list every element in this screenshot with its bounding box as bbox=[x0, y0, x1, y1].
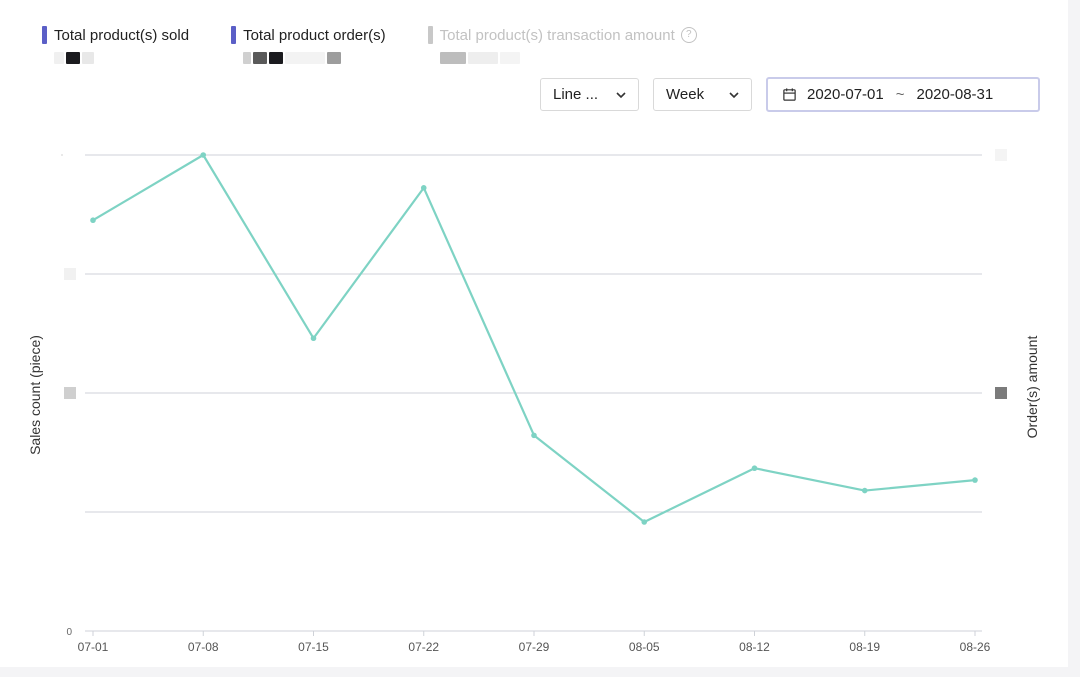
x-tick-label: 07-01 bbox=[78, 640, 109, 654]
y-axis-label: Sales count (piece) bbox=[27, 335, 43, 455]
legend-item[interactable]: Total product order(s) bbox=[231, 24, 386, 64]
legend-label: Total product order(s) bbox=[243, 26, 386, 44]
legend-item[interactable]: Total product(s) sold bbox=[42, 24, 189, 64]
series-line bbox=[92, 153, 976, 524]
legend-swatch bbox=[42, 26, 47, 44]
chart-type-select[interactable]: Line ... bbox=[540, 78, 639, 111]
data-point bbox=[861, 487, 868, 494]
x-tick-label: 07-15 bbox=[298, 640, 329, 654]
line-chart: 0 07-01 07-08 07-15 07-22 07-29 08-05 08-12 08-1… bbox=[0, 120, 1080, 677]
data-point bbox=[751, 465, 758, 472]
chevron-down-icon bbox=[729, 91, 739, 98]
redacted-value bbox=[42, 52, 189, 64]
y-tick-label: 0 bbox=[66, 627, 72, 638]
data-point bbox=[972, 477, 978, 483]
x-tick-label: 07-08 bbox=[188, 640, 219, 654]
help-icon[interactable]: ? bbox=[680, 27, 697, 43]
legend-label: Total product(s) sold bbox=[54, 26, 190, 44]
period-select[interactable]: Week bbox=[653, 78, 752, 111]
period-label: Week bbox=[666, 86, 705, 103]
chart-legend: Total product(s) sold Total product order… bbox=[42, 24, 739, 64]
date-separator: ~ bbox=[895, 86, 905, 103]
data-point bbox=[641, 519, 648, 525]
redacted-tick-label bbox=[995, 387, 1007, 399]
calendar-icon bbox=[783, 88, 796, 101]
legend-swatch bbox=[231, 26, 237, 44]
chart-type-label: Line ... bbox=[553, 86, 599, 103]
data-point bbox=[200, 152, 207, 158]
chart-controls: Line ... Week 2020-07-01 ~ 2020-08-31 bbox=[540, 77, 1040, 112]
date-end: 2020-08-31 bbox=[916, 86, 994, 103]
x-tick-label: 08-26 bbox=[960, 640, 991, 654]
data-point bbox=[420, 185, 427, 191]
x-tick-label: 08-05 bbox=[629, 640, 660, 654]
data-point bbox=[310, 335, 317, 342]
x-tick-label: 08-19 bbox=[849, 640, 880, 654]
date-range-picker[interactable]: 2020-07-01 ~ 2020-08-31 bbox=[766, 77, 1040, 112]
redacted-tick-label bbox=[61, 154, 63, 156]
redacted-value bbox=[231, 52, 386, 64]
chevron-down-icon bbox=[616, 91, 626, 98]
x-tick-label: 07-22 bbox=[408, 640, 439, 654]
legend-item[interactable]: Total product(s) transaction amount? bbox=[427, 24, 697, 64]
x-tick-label: 07-29 bbox=[519, 640, 550, 654]
redacted-tick-label bbox=[995, 149, 1007, 161]
legend-swatch bbox=[427, 26, 433, 44]
data-point bbox=[90, 217, 96, 224]
chart-svg: 0 07-01 07-08 07-15 07-22 07-29 08-05 08-12 08-1… bbox=[27, 149, 1040, 654]
legend-label: Total product(s) transaction amount bbox=[439, 26, 675, 44]
redacted-tick-label bbox=[64, 387, 76, 399]
scroll-gutter bbox=[1068, 0, 1080, 677]
redacted-value bbox=[428, 52, 697, 64]
data-point bbox=[531, 432, 537, 439]
date-start: 2020-07-01 bbox=[807, 86, 884, 103]
page-bottom-edge bbox=[0, 667, 1080, 677]
y-axis-label-right: Order(s) amount bbox=[1024, 336, 1040, 439]
x-tick-label: 08-12 bbox=[739, 640, 770, 654]
redacted-tick-label bbox=[64, 268, 76, 280]
